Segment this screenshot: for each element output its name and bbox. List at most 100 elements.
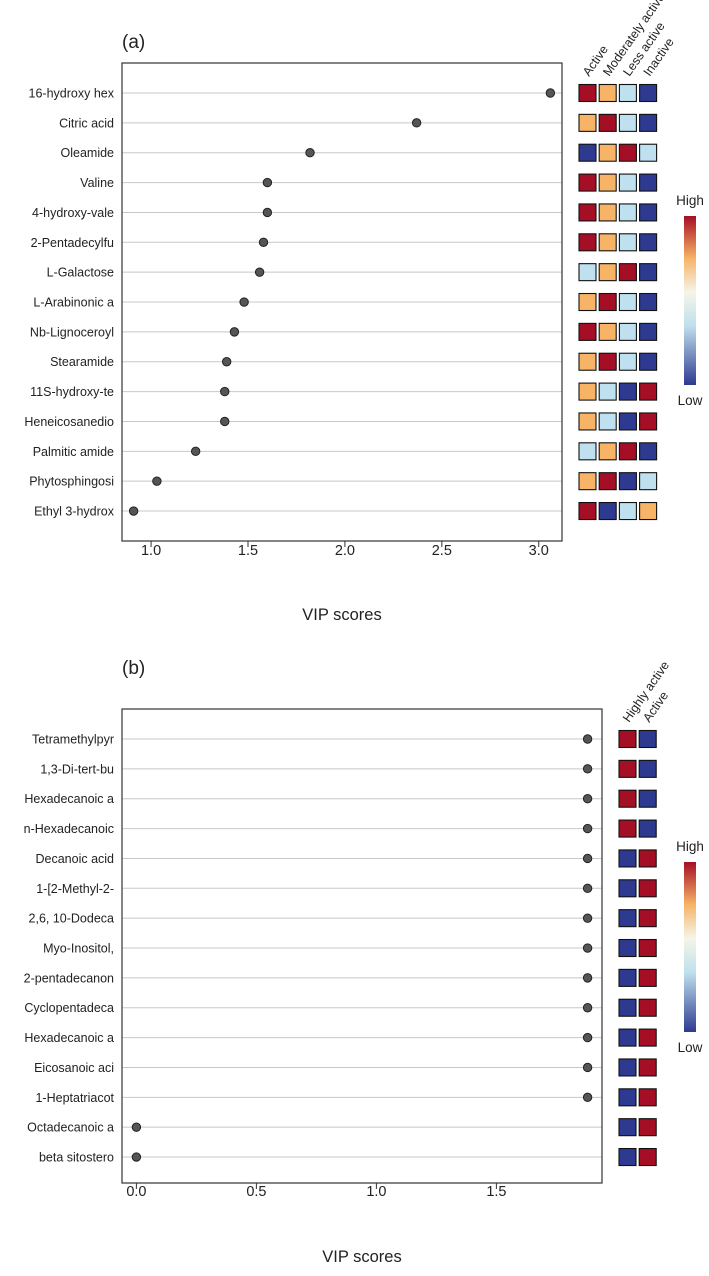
- panel-b-heat-cell: [618, 1147, 637, 1167]
- panel-a-row-label: Stearamide: [50, 355, 114, 369]
- panel-a-heat-cell: [618, 263, 637, 282]
- panel-a-vip-point: [221, 357, 232, 367]
- panel-b-vip-point: [582, 823, 593, 834]
- panel-b-x-axis-label: VIP scores: [322, 1248, 401, 1266]
- panel-a-vip-point: [239, 297, 249, 307]
- panel-a-x-axis-label: VIP scores: [302, 606, 381, 624]
- panel-b-x-tick-label: 0.0: [126, 1184, 146, 1200]
- panel-a-heat-cell: [639, 113, 658, 132]
- panel-a-x-tick-label: 1.0: [141, 543, 161, 559]
- panel-a-x-tick-label: 2.0: [335, 543, 355, 559]
- panel-b-vip-point: [582, 943, 593, 953]
- panel-a-row-label: 11S-hydroxy-te: [30, 385, 114, 399]
- panel-a-heat-cell: [639, 173, 658, 192]
- panel-a-plot-frame: [121, 62, 563, 542]
- panel-a-row-label: Palmitic amide: [33, 445, 114, 459]
- panel-a-heat-cell: [618, 442, 637, 461]
- panel-a-heat-cell: [639, 203, 658, 222]
- panel-a-heat-cell: [578, 442, 597, 461]
- panel-a-vip-point: [152, 476, 162, 486]
- panel-b-vip-point: [582, 913, 593, 923]
- panel-a-vip-point: [229, 327, 240, 337]
- panel-a-heat-cell: [639, 233, 658, 252]
- panel-a-vip-point: [220, 416, 230, 427]
- panel-a-x-tick-label: 3.0: [529, 543, 549, 559]
- panel-b-heat-cell: [618, 938, 637, 958]
- panel-a-heat-cell: [578, 472, 597, 491]
- panel-a-heat-cell: [578, 173, 597, 192]
- panel-b-vip-point: [582, 853, 593, 864]
- panel-a-row-label: Valine: [80, 176, 114, 190]
- panel-b-heat-cell: [618, 1028, 637, 1047]
- panel-b-x-tick-label: 0.5: [246, 1184, 266, 1200]
- panel-b-row-label: Cyclopentadeca: [24, 1001, 114, 1015]
- panel-a-vip-point: [220, 386, 230, 397]
- panel-b-vip-point: [582, 794, 593, 804]
- panel-a-heat-cell: [639, 442, 658, 461]
- panel-b-heat-cell: [638, 909, 657, 928]
- panel-a-heat-cell: [598, 472, 617, 491]
- panel-a-heat-cell: [598, 83, 617, 103]
- panel-b-vip-point: [582, 973, 593, 983]
- panel-a-heat-cell: [578, 322, 597, 341]
- panel-a-label: (a): [122, 32, 145, 53]
- panel-a-heat-cell: [578, 113, 597, 132]
- panel-a-heat-cell: [578, 412, 597, 431]
- panel-b-heat-cell: [638, 998, 657, 1017]
- panel-a-heat-cell: [639, 322, 658, 341]
- panel-a-heat-cell: [639, 83, 658, 103]
- panel-b-heat-cell: [618, 849, 637, 868]
- panel-a-heat-cell: [618, 501, 637, 521]
- panel-b-legend-low-label: Low: [678, 1040, 703, 1055]
- panel-a-heat-cell: [598, 143, 617, 162]
- panel-a-heat-cell: [639, 263, 658, 282]
- panel-a-heat-cell: [639, 382, 658, 401]
- panel-b-heat-cell: [638, 789, 657, 808]
- panel-b-heat-cell: [618, 1118, 637, 1137]
- panel-b-legend-high-label: High: [676, 839, 704, 854]
- panel-b-row-label: 1-Heptatriacot: [35, 1091, 114, 1105]
- panel-b-heat-cell: [618, 789, 637, 808]
- panel-a-heat-cell: [598, 173, 617, 192]
- panel-b-heat-cell: [618, 998, 637, 1017]
- panel-a-row-label: Ethyl 3-hydrox: [34, 505, 115, 519]
- panel-b-heat-cell: [618, 968, 637, 987]
- panel-a-heat-cell: [639, 352, 658, 371]
- panel-b-vip-point: [582, 1032, 593, 1043]
- panel-a-heat-cell: [618, 233, 637, 252]
- panel-a-vip-point: [128, 506, 139, 516]
- panel-a-row-label: Oleamide: [61, 146, 115, 160]
- panel-a-heat-cell: [598, 292, 617, 312]
- panel-b-vip-point: [582, 764, 593, 774]
- panel-a-row-label: Citric acid: [59, 116, 114, 130]
- panel-b-heat-cell: [638, 849, 657, 868]
- panel-b-row-label: Myo-Inositol,: [43, 942, 114, 956]
- panel-b-legend-colorbar: [684, 862, 696, 1032]
- panel-b-row-label: Hexadecanoic a: [24, 1031, 114, 1045]
- panel-a-vip-point: [411, 118, 422, 128]
- panel-b-row-label: beta sitostero: [39, 1151, 114, 1165]
- panel-b-heat-cell: [638, 729, 657, 749]
- panel-b-vip-point: [582, 1062, 593, 1073]
- panel-a-heat-cell: [598, 412, 617, 431]
- panel-a-heat-cell: [598, 501, 617, 521]
- panel-b-plot-frame: [121, 708, 603, 1184]
- panel-a-heat-cell: [578, 203, 597, 222]
- panel-b-row-label: Decanoic acid: [35, 852, 114, 866]
- panel-a-heat-cell: [598, 233, 617, 252]
- panel-a-row-label: 16-hydroxy hex: [29, 87, 115, 101]
- panel-a-heat-cell: [639, 472, 658, 491]
- panel-a-vip-point: [254, 267, 265, 277]
- panel-a-heat-cell: [578, 83, 597, 103]
- panel-a-heat-cell: [618, 143, 637, 162]
- panel-a-row-label: Heneicosanedio: [24, 415, 114, 429]
- panel-a-heat-cell: [618, 412, 637, 431]
- panel-a-heat-cell: [598, 442, 617, 461]
- panel-b-heat-cell: [618, 759, 637, 778]
- panel-b-heat-cell: [638, 938, 657, 958]
- panel-a-heat-cell: [598, 203, 617, 222]
- panel-a-row-label: 2-Pentadecylfu: [31, 236, 114, 250]
- panel-b-x-tick-label: 1.0: [366, 1184, 386, 1200]
- panel-a-row-label: 4-hydroxy-vale: [32, 206, 114, 220]
